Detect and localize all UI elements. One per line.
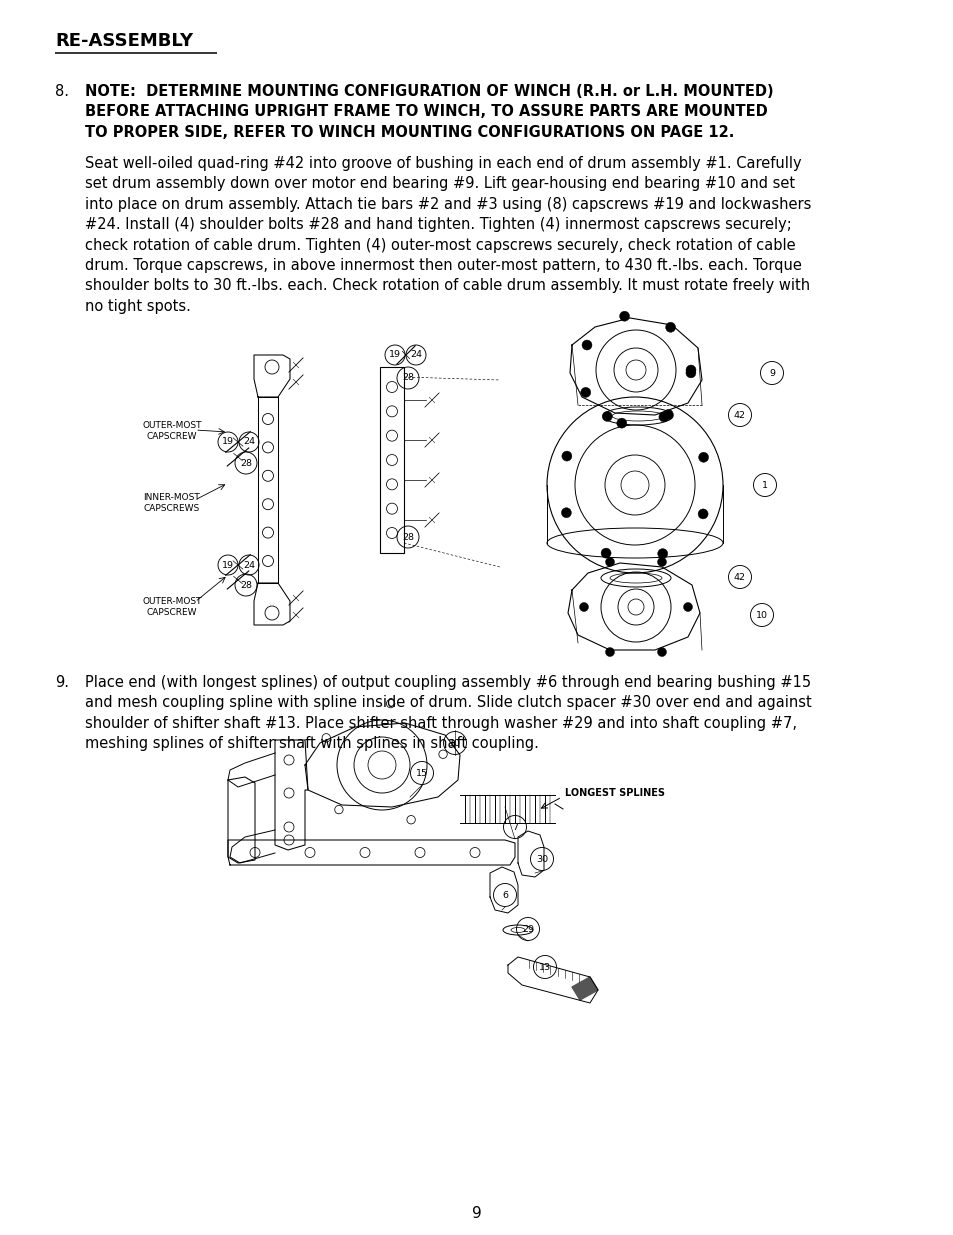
Circle shape xyxy=(682,603,692,611)
Text: INNER-MOST
CAPSCREWS: INNER-MOST CAPSCREWS xyxy=(144,493,200,513)
Text: 10: 10 xyxy=(449,739,460,747)
Text: 9: 9 xyxy=(472,1205,481,1220)
Text: 19: 19 xyxy=(222,561,233,569)
Text: 19: 19 xyxy=(389,351,400,359)
Circle shape xyxy=(600,548,611,558)
Circle shape xyxy=(657,557,666,567)
Text: 9.: 9. xyxy=(55,676,69,690)
Text: 6: 6 xyxy=(501,890,507,899)
Text: 7: 7 xyxy=(512,823,517,831)
Text: 29: 29 xyxy=(521,925,534,934)
Circle shape xyxy=(685,368,695,378)
Circle shape xyxy=(685,366,696,375)
Text: 9: 9 xyxy=(768,368,774,378)
Text: 8.: 8. xyxy=(55,84,69,99)
Circle shape xyxy=(657,647,666,657)
Text: 10: 10 xyxy=(755,610,767,620)
Text: 42: 42 xyxy=(733,573,745,582)
Circle shape xyxy=(665,322,675,332)
Text: 15: 15 xyxy=(416,768,428,778)
Circle shape xyxy=(662,410,673,420)
Text: RE-ASSEMBLY: RE-ASSEMBLY xyxy=(55,32,193,49)
Circle shape xyxy=(561,451,571,461)
Text: 19: 19 xyxy=(222,437,233,447)
Text: Place end (with longest splines) of output coupling assembly #6 through end bear: Place end (with longest splines) of outp… xyxy=(85,676,811,751)
Circle shape xyxy=(581,340,592,350)
Text: 28: 28 xyxy=(240,458,252,468)
Text: OUTER-MOST
CAPSCREW: OUTER-MOST CAPSCREW xyxy=(142,421,201,441)
Text: NOTE:  DETERMINE MOUNTING CONFIGURATION OF WINCH (R.H. or L.H. MOUNTED)
BEFORE A: NOTE: DETERMINE MOUNTING CONFIGURATION O… xyxy=(85,84,773,140)
Polygon shape xyxy=(572,977,598,1000)
Circle shape xyxy=(698,509,707,519)
Circle shape xyxy=(578,603,588,611)
Circle shape xyxy=(560,508,571,517)
Text: 42: 42 xyxy=(733,410,745,420)
Circle shape xyxy=(618,311,629,321)
Bar xyxy=(379,367,403,553)
Text: LONGEST SPLINES: LONGEST SPLINES xyxy=(564,788,664,798)
Text: 1: 1 xyxy=(761,480,767,489)
Text: 28: 28 xyxy=(401,532,414,541)
Circle shape xyxy=(657,548,667,558)
Circle shape xyxy=(698,452,708,462)
Text: 24: 24 xyxy=(243,437,254,447)
Circle shape xyxy=(605,647,614,657)
Text: 13: 13 xyxy=(538,962,551,972)
Text: Seat well-oiled quad-ring #42 into groove of bushing in each end of drum assembl: Seat well-oiled quad-ring #42 into groov… xyxy=(85,156,810,314)
Text: 28: 28 xyxy=(401,373,414,383)
Text: 30: 30 xyxy=(536,855,547,863)
Text: OUTER-MOST
CAPSCREW: OUTER-MOST CAPSCREW xyxy=(142,597,201,618)
Text: 24: 24 xyxy=(243,561,254,569)
Circle shape xyxy=(601,411,612,421)
Circle shape xyxy=(617,419,626,429)
Circle shape xyxy=(605,557,614,567)
Text: 28: 28 xyxy=(240,580,252,589)
Text: 24: 24 xyxy=(410,351,421,359)
Circle shape xyxy=(659,412,668,422)
Circle shape xyxy=(580,388,590,398)
